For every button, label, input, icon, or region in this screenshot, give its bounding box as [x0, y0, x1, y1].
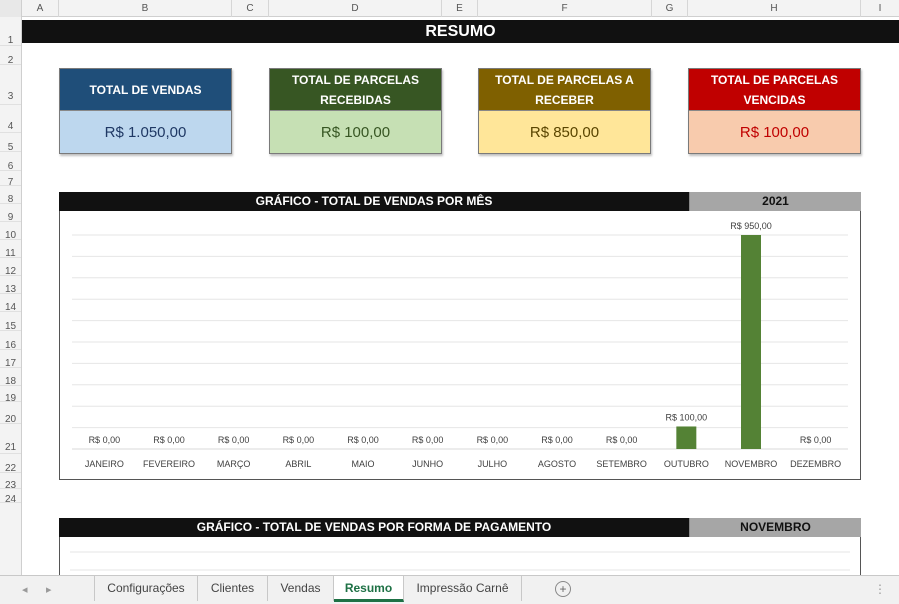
kpi-card-value: R$ 100,00 — [270, 110, 441, 153]
row-header-18[interactable]: 18 — [0, 368, 21, 387]
bar-novembro[interactable] — [741, 235, 761, 449]
row-header-8[interactable]: 8 — [0, 186, 21, 205]
select-all-corner[interactable] — [0, 0, 22, 17]
x-tick-label: MARÇO — [217, 459, 251, 469]
x-tick-label: AGOSTO — [538, 459, 576, 469]
kpi-card-label: TOTAL DE PARCELAS RECEBIDAS — [270, 69, 441, 110]
row-header-12[interactable]: 12 — [0, 258, 21, 277]
tab-clientes[interactable]: Clientes — [198, 576, 268, 601]
tab-resumo[interactable]: Resumo — [334, 576, 404, 602]
kpi-card-value: R$ 100,00 — [689, 110, 860, 153]
row-header-9[interactable]: 9 — [0, 204, 21, 223]
row-header-5[interactable]: 5 — [0, 133, 21, 153]
column-header-g[interactable]: G — [652, 0, 688, 17]
x-tick-label: SETEMBRO — [596, 459, 647, 469]
data-label: R$ 0,00 — [218, 435, 250, 445]
data-label: R$ 0,00 — [283, 435, 315, 445]
data-label: R$ 0,00 — [153, 435, 185, 445]
kpi-card-label: TOTAL DE VENDAS — [60, 69, 231, 110]
chart-month-label: NOVEMBRO — [689, 518, 861, 537]
row-header-19[interactable]: 19 — [0, 386, 21, 404]
column-header-d[interactable]: D — [269, 0, 442, 17]
kpi-card-total-vendas: TOTAL DE VENDAS R$ 1.050,00 — [59, 68, 232, 154]
x-tick-label: FEVEREIRO — [143, 459, 195, 469]
chart-payment-method[interactable] — [59, 537, 861, 575]
scroll-right-icon[interactable]: ▸ — [46, 584, 52, 596]
row-header-2[interactable]: 2 — [0, 46, 21, 66]
chart-monthly-sales-title: GRÁFICO - TOTAL DE VENDAS POR MÊS — [59, 192, 689, 211]
row-header-10[interactable]: 10 — [0, 222, 21, 241]
row-header-23[interactable]: 23 — [0, 473, 21, 491]
x-tick-label: DEZEMBRO — [790, 459, 841, 469]
column-header-f[interactable]: F — [478, 0, 652, 17]
tab-vendas[interactable]: Vendas — [268, 576, 334, 601]
page-title: RESUMO — [22, 20, 899, 43]
data-label: R$ 0,00 — [541, 435, 573, 445]
sheet-tab-bar: ◂ ▸ Configurações Clientes Vendas Resumo… — [0, 575, 899, 604]
data-label: R$ 0,00 — [347, 435, 379, 445]
column-header-bar: A B C D E F G H I — [0, 0, 899, 17]
row-header-7[interactable]: 7 — [0, 171, 21, 188]
tab-splitter-icon[interactable]: ⋮ — [874, 582, 886, 596]
tab-configuracoes[interactable]: Configurações — [94, 576, 198, 601]
x-tick-label: JULHO — [478, 459, 508, 469]
chart-year-label: 2021 — [689, 192, 861, 211]
data-label: R$ 0,00 — [477, 435, 509, 445]
tab-impressao-carne[interactable]: Impressão Carnê — [404, 576, 522, 601]
row-header-11[interactable]: 11 — [0, 240, 21, 259]
kpi-card-label: TOTAL DE PARCELAS VENCIDAS — [689, 69, 860, 110]
row-header-1[interactable]: 1 — [0, 20, 21, 46]
column-header-b[interactable]: B — [59, 0, 232, 17]
scroll-left-icon[interactable]: ◂ — [22, 584, 28, 596]
row-header-24[interactable]: 24 — [0, 489, 21, 505]
row-header-3[interactable]: 3 — [0, 65, 21, 105]
x-tick-label: JUNHO — [412, 459, 443, 469]
add-sheet-icon[interactable]: + — [555, 581, 571, 597]
data-label: R$ 0,00 — [800, 435, 832, 445]
data-label: R$ 100,00 — [666, 412, 708, 422]
x-tick-label: MAIO — [351, 459, 374, 469]
data-label: R$ 0,00 — [89, 435, 121, 445]
chart-payment-method-svg — [70, 551, 850, 571]
column-header-i[interactable]: I — [878, 3, 882, 14]
row-header-bar: 1 2 3 4 5 6 7 8 9 10 11 12 13 14 15 16 17 18 19 20 21 22 23 24 — [0, 17, 22, 575]
kpi-card-parcelas-a-receber: TOTAL DE PARCELAS A RECEBER R$ 850,00 — [478, 68, 651, 154]
data-label: R$ 0,00 — [412, 435, 444, 445]
row-header-16[interactable]: 16 — [0, 331, 21, 351]
row-header-6[interactable]: 6 — [0, 152, 21, 172]
row-header-4[interactable]: 4 — [0, 105, 21, 133]
x-tick-label: ABRIL — [285, 459, 311, 469]
chart-monthly-sales-svg: R$ 0,00 JANEIRO R$ 0,00 FEVEREIRO R$ 0,00 MAR… — [72, 221, 848, 469]
row-header-14[interactable]: 14 — [0, 294, 21, 313]
x-tick-label: OUTUBRO — [664, 459, 709, 469]
column-header-h[interactable]: H — [688, 0, 861, 17]
row-header-22[interactable]: 22 — [0, 454, 21, 474]
chart-payment-method-title: GRÁFICO - TOTAL DE VENDAS POR FORMA DE P… — [59, 518, 689, 537]
x-tick-label: NOVEMBRO — [725, 459, 778, 469]
column-header-e[interactable]: E — [442, 0, 478, 17]
row-header-13[interactable]: 13 — [0, 276, 21, 295]
x-tick-label: JANEIRO — [85, 459, 124, 469]
kpi-card-label: TOTAL DE PARCELAS A RECEBER — [479, 69, 650, 110]
kpi-card-parcelas-vencidas: TOTAL DE PARCELAS VENCIDAS R$ 100,00 — [688, 68, 861, 154]
row-header-15[interactable]: 15 — [0, 312, 21, 332]
kpi-card-value: R$ 850,00 — [479, 110, 650, 153]
row-header-21[interactable]: 21 — [0, 424, 21, 454]
chart-monthly-sales[interactable]: R$ 0,00 JANEIRO R$ 0,00 FEVEREIRO R$ 0,00 MAR… — [59, 211, 861, 480]
bar-outubro[interactable] — [676, 426, 697, 449]
row-header-17[interactable]: 17 — [0, 350, 21, 369]
row-header-20[interactable]: 20 — [0, 402, 21, 425]
data-label: R$ 0,00 — [606, 435, 638, 445]
column-header-c[interactable]: C — [232, 0, 269, 17]
column-header-a[interactable]: A — [22, 0, 59, 17]
kpi-card-value: R$ 1.050,00 — [60, 110, 231, 153]
data-label: R$ 950,00 — [730, 221, 772, 231]
kpi-card-parcelas-recebidas: TOTAL DE PARCELAS RECEBIDAS R$ 100,00 — [269, 68, 442, 154]
